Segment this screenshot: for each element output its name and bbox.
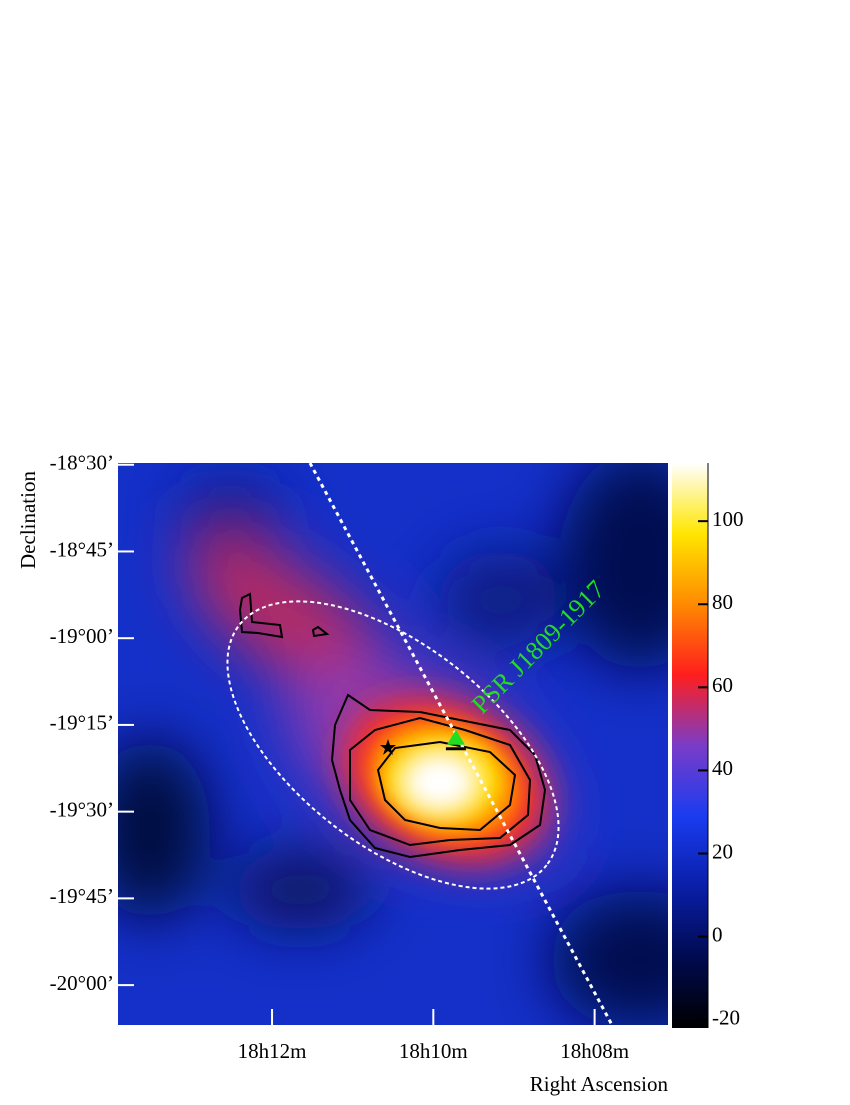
colorbar-tick-label: 100 <box>712 507 744 531</box>
colorbar <box>672 463 708 1028</box>
colorbar-tick-label: 40 <box>712 756 733 780</box>
colorbar-tick-label: 0 <box>712 922 723 946</box>
y-tick-label: -19°45’ <box>50 884 114 908</box>
x-tick-label: 18h12m <box>238 1039 307 1063</box>
colorbar-tick-label: 60 <box>712 673 733 697</box>
colorbar-tick-label: 20 <box>712 839 733 863</box>
y-axis-label: Declination <box>16 471 40 569</box>
x-tick-label: 18h10m <box>399 1039 468 1063</box>
y-tick-label: -19°15’ <box>50 711 114 735</box>
colorbar-tick-label: -20 <box>712 1006 740 1030</box>
sky-map <box>118 463 668 1025</box>
y-tick-label: -18°45’ <box>50 537 114 561</box>
x-tick-label: 18h08m <box>560 1039 629 1063</box>
x-axis-label: Right Ascension <box>530 1072 669 1096</box>
y-tick-label: -18°30’ <box>50 451 114 475</box>
y-tick-label: -20°00’ <box>50 971 114 995</box>
colorbar-tick-label: 80 <box>712 590 733 614</box>
y-tick-label: -19°30’ <box>50 797 114 821</box>
pulsar-marker <box>446 729 465 745</box>
y-tick-label: -19°00’ <box>50 624 114 648</box>
